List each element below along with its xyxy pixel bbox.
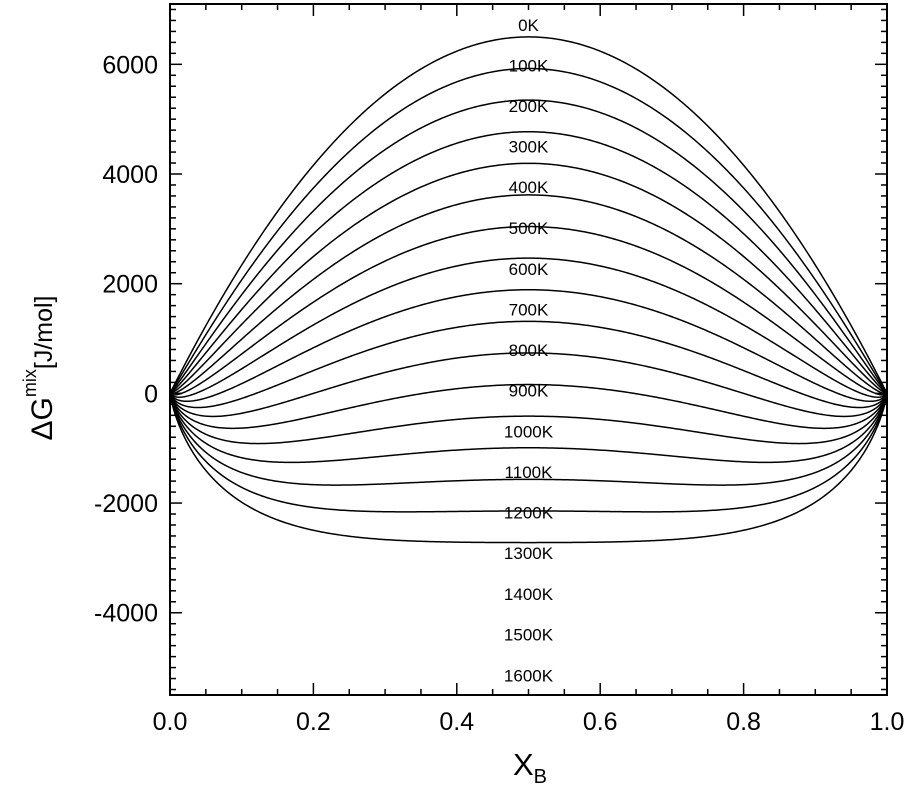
y-tick-label: 4000 — [102, 161, 158, 189]
curve-200K — [169, 99, 888, 394]
curve-label-300K: 300K — [509, 138, 549, 157]
curve-label-1100K: 1100K — [505, 463, 554, 482]
y-axis-title: ΔGmix[J/mol] — [20, 296, 59, 441]
curve-300K — [169, 130, 888, 394]
curves — [169, 36, 888, 544]
curve-label-900K: 900K — [509, 382, 549, 401]
curve-labels: 0K 100K 200K 300K 400K 500K 600K 700K 800K 900K 10… — [504, 16, 554, 685]
curve-400K — [169, 162, 888, 395]
curve-label-1200K: 1200K — [504, 503, 554, 522]
y-tick-label: 2000 — [102, 271, 158, 299]
curve-0K — [169, 36, 888, 394]
curve-700K — [169, 257, 888, 398]
curve-900K — [169, 320, 888, 409]
curve-600K — [169, 225, 888, 396]
curve-label-1000K: 1000K — [504, 422, 554, 441]
curve-label-400K: 400K — [509, 178, 549, 197]
x-axis-title: XB — [513, 747, 547, 788]
x-tick-label: 0.2 — [296, 708, 331, 736]
curve-label-700K: 700K — [509, 301, 549, 320]
curve-1500K — [169, 393, 888, 513]
x-tick-label: 0.4 — [439, 708, 474, 736]
curve-label-1300K: 1300K — [504, 544, 554, 563]
curve-label-600K: 600K — [509, 260, 549, 279]
y-tick-label: 0 — [144, 380, 158, 408]
x-tick-label: 0.6 — [583, 708, 618, 736]
curve-label-0K: 0K — [518, 16, 539, 35]
plot-frame — [169, 3, 888, 696]
curve-label-1400K: 1400K — [504, 585, 554, 604]
y-tick-label: -4000 — [94, 600, 158, 628]
curve-label-800K: 800K — [509, 341, 549, 360]
y-tick-label: 6000 — [102, 51, 158, 79]
curve-100K — [169, 67, 888, 394]
curve-800K — [169, 288, 888, 403]
curve-1600K — [169, 393, 888, 544]
curve-500K — [169, 194, 888, 395]
tick-labels: 0.0 0.2 0.4 0.6 0.8 1.0 -4000 -2000 0 2000 4000 600… — [94, 51, 904, 736]
curve-label-500K: 500K — [509, 219, 549, 238]
curve-1400K — [169, 393, 888, 486]
x-tick-label: 0.0 — [153, 708, 188, 736]
curve-1000K — [169, 352, 888, 418]
curve-label-100K: 100K — [509, 56, 549, 75]
curve-1200K — [169, 393, 888, 445]
y-tick-label: -2000 — [94, 490, 158, 518]
curve-1100K — [169, 383, 888, 430]
x-tick-label: 0.8 — [726, 708, 761, 736]
curve-label-1600K: 1600K — [504, 666, 554, 685]
x-tick-label: 1.0 — [870, 708, 905, 736]
curve-1300K — [169, 393, 888, 464]
curve-label-200K: 200K — [509, 97, 549, 116]
curve-label-1500K: 1500K — [504, 626, 554, 645]
